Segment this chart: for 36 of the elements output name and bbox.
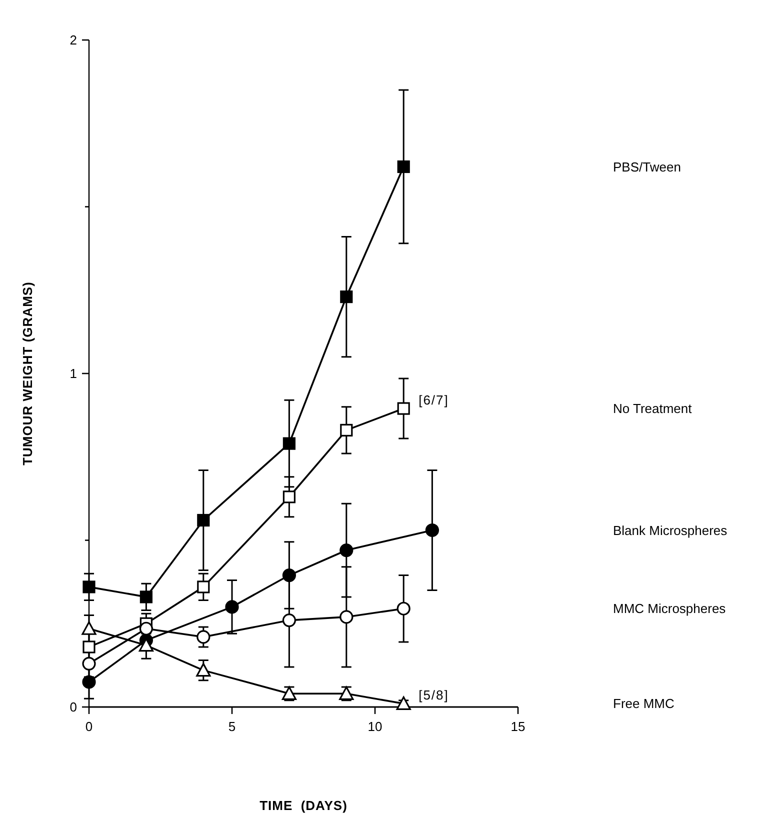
point xyxy=(82,640,96,654)
text: Free MMC xyxy=(613,696,674,712)
point xyxy=(196,663,211,677)
y-axis-title: TUMOUR WEIGHT (GRAMS) xyxy=(20,282,35,466)
point xyxy=(340,424,353,436)
point xyxy=(340,610,354,624)
y-tick-label: 2 xyxy=(70,32,77,48)
y-tick-label: 1 xyxy=(70,366,77,382)
point xyxy=(282,613,296,628)
point xyxy=(340,543,354,558)
x-axis-title: TIME (DAYS) xyxy=(260,798,348,813)
text: MMC Microspheres xyxy=(613,601,726,616)
point xyxy=(396,602,410,616)
x-tick-label: 15 xyxy=(510,719,526,734)
point xyxy=(197,580,210,594)
text: Blank Microspheres xyxy=(613,522,728,538)
point xyxy=(225,600,239,614)
point xyxy=(196,630,210,644)
point xyxy=(397,160,410,174)
x-tick-label: 0 xyxy=(85,719,93,734)
point xyxy=(140,590,152,604)
point xyxy=(282,437,296,450)
y-tick-label: 0 xyxy=(70,700,77,715)
x-tick-label: 5 xyxy=(228,719,236,734)
text: No Treatment xyxy=(613,401,692,416)
x-tick-label: 10 xyxy=(368,719,382,734)
point xyxy=(282,490,296,504)
point xyxy=(425,523,439,538)
annotation: [5/8] xyxy=(418,688,449,703)
point xyxy=(197,514,210,527)
point xyxy=(397,402,410,415)
annotation: [6/7] xyxy=(418,392,449,408)
point xyxy=(139,622,153,636)
text: PBS/Tween xyxy=(613,159,681,174)
point xyxy=(282,568,296,582)
point xyxy=(340,290,353,304)
